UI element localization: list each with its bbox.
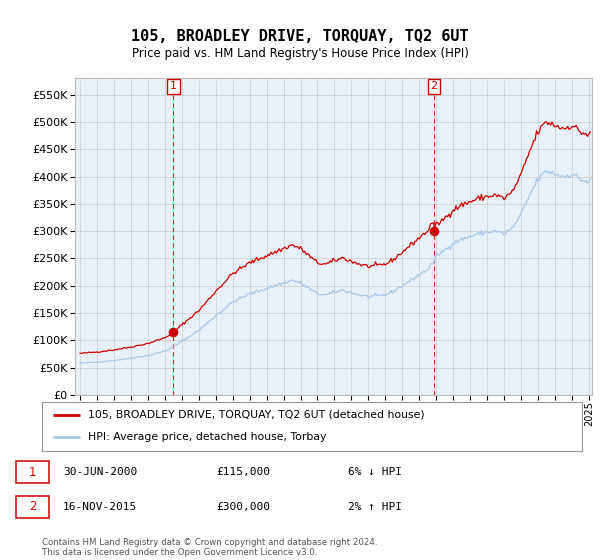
- Text: 1: 1: [29, 465, 36, 479]
- Text: 30-JUN-2000: 30-JUN-2000: [63, 467, 137, 477]
- Text: 2% ↑ HPI: 2% ↑ HPI: [348, 502, 402, 512]
- Text: £300,000: £300,000: [216, 502, 270, 512]
- Text: HPI: Average price, detached house, Torbay: HPI: Average price, detached house, Torb…: [88, 432, 326, 442]
- Text: 2: 2: [431, 81, 438, 91]
- Text: 1: 1: [170, 81, 177, 91]
- Text: 105, BROADLEY DRIVE, TORQUAY, TQ2 6UT: 105, BROADLEY DRIVE, TORQUAY, TQ2 6UT: [131, 29, 469, 44]
- Text: Contains HM Land Registry data © Crown copyright and database right 2024.
This d: Contains HM Land Registry data © Crown c…: [42, 538, 377, 557]
- Text: 105, BROADLEY DRIVE, TORQUAY, TQ2 6UT (detached house): 105, BROADLEY DRIVE, TORQUAY, TQ2 6UT (d…: [88, 410, 425, 420]
- Point: [430, 227, 439, 236]
- Text: 2: 2: [29, 500, 36, 514]
- Text: 6% ↓ HPI: 6% ↓ HPI: [348, 467, 402, 477]
- Point: [169, 328, 178, 337]
- Text: Price paid vs. HM Land Registry's House Price Index (HPI): Price paid vs. HM Land Registry's House …: [131, 46, 469, 60]
- Text: £115,000: £115,000: [216, 467, 270, 477]
- Text: 16-NOV-2015: 16-NOV-2015: [63, 502, 137, 512]
